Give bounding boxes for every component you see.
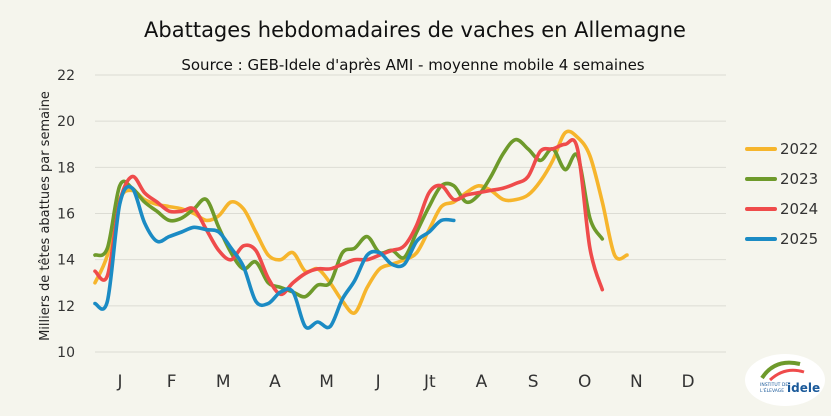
- x-tick-9: O: [578, 372, 591, 392]
- logo-swoosh-green: [760, 360, 801, 380]
- x-tick-7: A: [476, 372, 488, 392]
- x-tick-5: J: [375, 372, 381, 392]
- series-line-2023: [93, 137, 605, 299]
- x-tick-11: D: [681, 372, 694, 392]
- x-tick-1: F: [167, 372, 177, 392]
- idele-logo: INSTITUT DE L'ÉLEVAGE idele: [745, 354, 825, 406]
- y-tick-20: 20: [57, 114, 75, 130]
- y-tick-22: 22: [57, 68, 75, 84]
- x-tick-10: N: [630, 372, 643, 392]
- y-ticks: 10 12 14 16 18 20 22: [57, 68, 75, 361]
- legend-label-2023: 2023: [780, 170, 818, 188]
- legend-label-2022: 2022: [780, 140, 818, 158]
- logo-swoosh-red: [768, 368, 805, 382]
- x-tick-2: M: [216, 372, 231, 392]
- y-tick-18: 18: [57, 160, 75, 176]
- x-ticks: J F M A M J Jt A S O N D: [116, 372, 694, 392]
- y-tick-14: 14: [57, 253, 75, 269]
- legend-label-2024: 2024: [780, 200, 818, 218]
- legend-label-2025: 2025: [780, 230, 818, 248]
- chart-title: Abattages hebdomadaires de vaches en All…: [144, 18, 686, 42]
- x-tick-4: M: [319, 372, 334, 392]
- series-line-2025: [93, 184, 456, 330]
- logo-line2: L'ÉLEVAGE: [760, 386, 784, 394]
- logo-badge: [745, 354, 825, 406]
- series-line-2024: [93, 138, 605, 297]
- logo-brand: idele: [787, 381, 820, 395]
- logo-line1: INSTITUT DE: [760, 382, 788, 388]
- legend: 2022 2023 2024 2025: [745, 140, 818, 248]
- series-lines: [93, 129, 629, 330]
- x-tick-0: J: [116, 372, 122, 392]
- y-tick-10: 10: [57, 345, 75, 361]
- y-tick-12: 12: [57, 299, 75, 315]
- chart-subtitle: Source : GEB-Idele d'après AMI - moyenne…: [181, 56, 644, 74]
- x-tick-6: Jt: [423, 372, 436, 392]
- x-tick-3: A: [269, 372, 281, 392]
- grid: [95, 74, 726, 353]
- x-tick-8: S: [528, 372, 539, 392]
- y-axis-label: Milliers de têtes abattues par semaine: [38, 91, 53, 341]
- y-tick-16: 16: [57, 207, 75, 223]
